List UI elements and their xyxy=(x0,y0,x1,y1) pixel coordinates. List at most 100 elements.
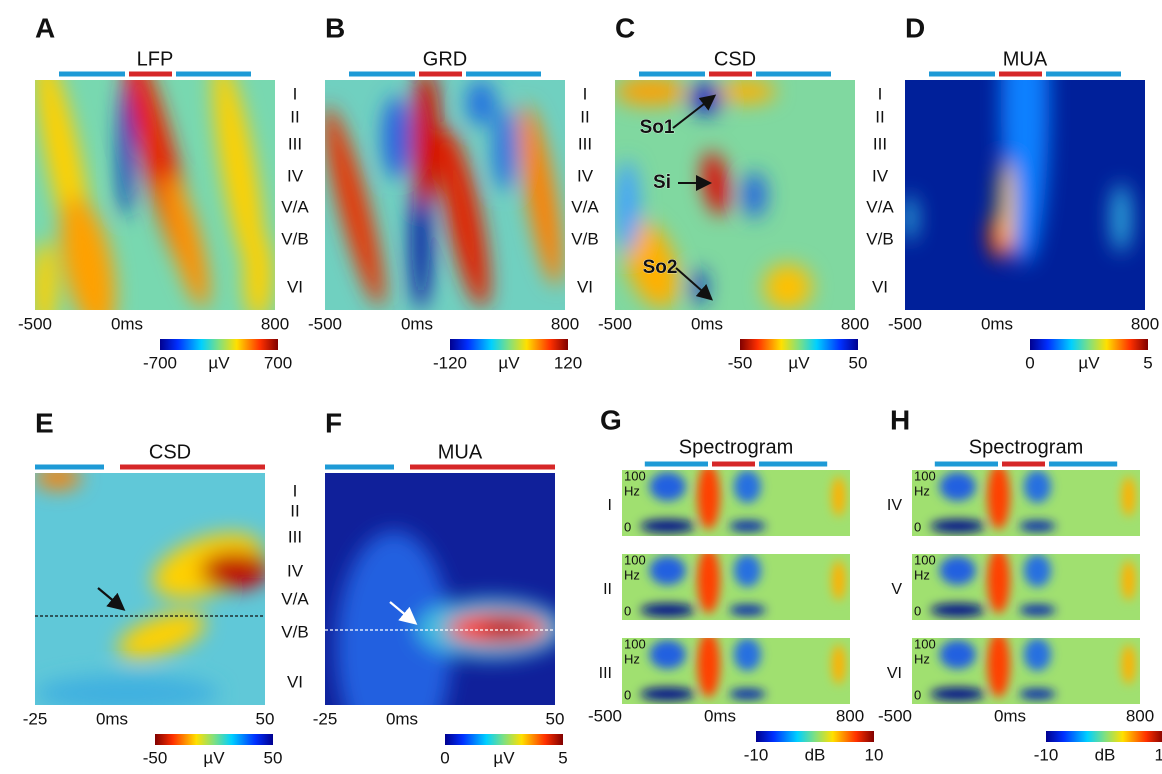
heat-blob xyxy=(649,639,686,670)
heat-blob xyxy=(438,127,490,309)
heat-blob xyxy=(615,160,639,253)
heatmap-blobs xyxy=(325,80,563,310)
x-tick-label: 0ms xyxy=(111,314,143,333)
heatmap-blobs xyxy=(930,638,1136,701)
x-tick-label: -500 xyxy=(888,314,922,333)
layer-label: VI xyxy=(287,672,303,691)
colorbar-label: -50 xyxy=(143,748,168,767)
annotation-label: So2 xyxy=(643,257,678,278)
colorbar-label: 50 xyxy=(849,353,868,372)
heat-blob xyxy=(519,104,563,286)
freq-label: 100 xyxy=(624,468,646,483)
heat-blob xyxy=(640,687,695,701)
colorbar-label: -120 xyxy=(433,353,467,372)
heat-blob xyxy=(831,476,846,517)
colorbar xyxy=(450,339,568,350)
heat-blob xyxy=(718,80,776,103)
heat-blob xyxy=(336,531,452,705)
heat-blob xyxy=(481,621,528,636)
heat-blob xyxy=(930,687,985,701)
layer-label: III xyxy=(288,134,302,153)
colorbar-label: dB xyxy=(1095,745,1116,764)
heat-blob xyxy=(939,555,976,586)
colorbar-label: µV xyxy=(208,353,230,372)
freq-label: 0 xyxy=(624,687,631,702)
heatmap xyxy=(325,80,565,310)
panel-title: CSD xyxy=(714,48,756,70)
heat-blob xyxy=(733,554,762,587)
x-tick-label: -500 xyxy=(598,314,632,333)
heatmap-blobs xyxy=(640,638,846,701)
freq-label: Hz xyxy=(914,567,930,582)
layer-label: II xyxy=(875,107,884,126)
x-tick-label: -500 xyxy=(878,706,912,725)
heat-blob xyxy=(35,674,219,705)
colorbar-label: 10 xyxy=(865,745,884,764)
x-tick-label: 800 xyxy=(841,314,869,333)
heat-blob xyxy=(649,555,686,586)
x-tick-label: 800 xyxy=(551,314,579,333)
colorbar-label: 50 xyxy=(264,748,283,767)
heat-blob xyxy=(1121,476,1136,517)
heatmap xyxy=(905,80,1145,310)
heatmap-blobs xyxy=(930,554,1136,617)
freq-label: Hz xyxy=(624,567,640,582)
layer-label: VI xyxy=(577,277,593,296)
colorbar-label: 5 xyxy=(558,748,567,767)
heat-blob xyxy=(200,551,265,589)
heat-blob xyxy=(939,471,976,502)
colorbar-label: 0 xyxy=(1025,353,1034,372)
heat-blob xyxy=(411,80,441,207)
heatmap-blobs xyxy=(35,80,273,310)
heatmap-blobs xyxy=(35,473,265,705)
layer-label: V/A xyxy=(281,197,309,216)
heatmap xyxy=(912,554,1140,620)
x-tick-label: 0ms xyxy=(981,314,1013,333)
layer-label: II xyxy=(290,501,299,520)
panel-title: GRD xyxy=(423,48,467,70)
heat-blob xyxy=(615,80,687,106)
colorbar-label: dB xyxy=(805,745,826,764)
heatmap xyxy=(622,638,850,704)
freq-label: Hz xyxy=(914,651,930,666)
colorbar-label: 120 xyxy=(554,353,582,372)
heatmap xyxy=(35,473,265,705)
heat-blob xyxy=(649,471,686,502)
annotation-arrow xyxy=(672,94,717,129)
heat-blob xyxy=(1019,520,1056,532)
layer-label: V/B xyxy=(571,229,598,248)
colorbar xyxy=(756,731,874,742)
heat-blob xyxy=(930,603,985,617)
heatmap xyxy=(912,638,1140,704)
layer-label: VI xyxy=(287,277,303,296)
x-tick-label: 800 xyxy=(261,314,289,333)
layer-label: V/A xyxy=(281,589,309,608)
colorbar-label: µV xyxy=(493,748,515,767)
strip-layer-label: III xyxy=(599,665,612,682)
colorbar xyxy=(155,734,273,745)
layer-label: I xyxy=(878,84,883,103)
x-tick-label: 800 xyxy=(1131,314,1159,333)
freq-label: Hz xyxy=(914,483,930,498)
colorbar xyxy=(160,339,278,350)
panel-title: Spectrogram xyxy=(679,436,794,458)
heatmap-blobs xyxy=(640,554,846,617)
heat-blob xyxy=(987,554,1011,614)
pointer-arrow xyxy=(97,587,126,611)
heat-blob xyxy=(831,644,846,685)
freq-label: Hz xyxy=(624,651,640,666)
heat-blob xyxy=(697,470,721,530)
heatmap-blobs xyxy=(640,470,846,533)
layer-label: III xyxy=(873,134,887,153)
heat-blob xyxy=(35,473,81,490)
panel-letter: B xyxy=(325,12,345,43)
heat-blob xyxy=(689,82,723,115)
heatmap xyxy=(622,554,850,620)
colorbar-label: 700 xyxy=(264,353,292,372)
heat-blob xyxy=(733,470,762,503)
panel-letter: H xyxy=(890,404,910,435)
x-tick-label: -500 xyxy=(588,706,622,725)
heat-blob xyxy=(1001,80,1049,264)
colorbar xyxy=(1030,339,1148,350)
heatmap xyxy=(622,470,850,536)
